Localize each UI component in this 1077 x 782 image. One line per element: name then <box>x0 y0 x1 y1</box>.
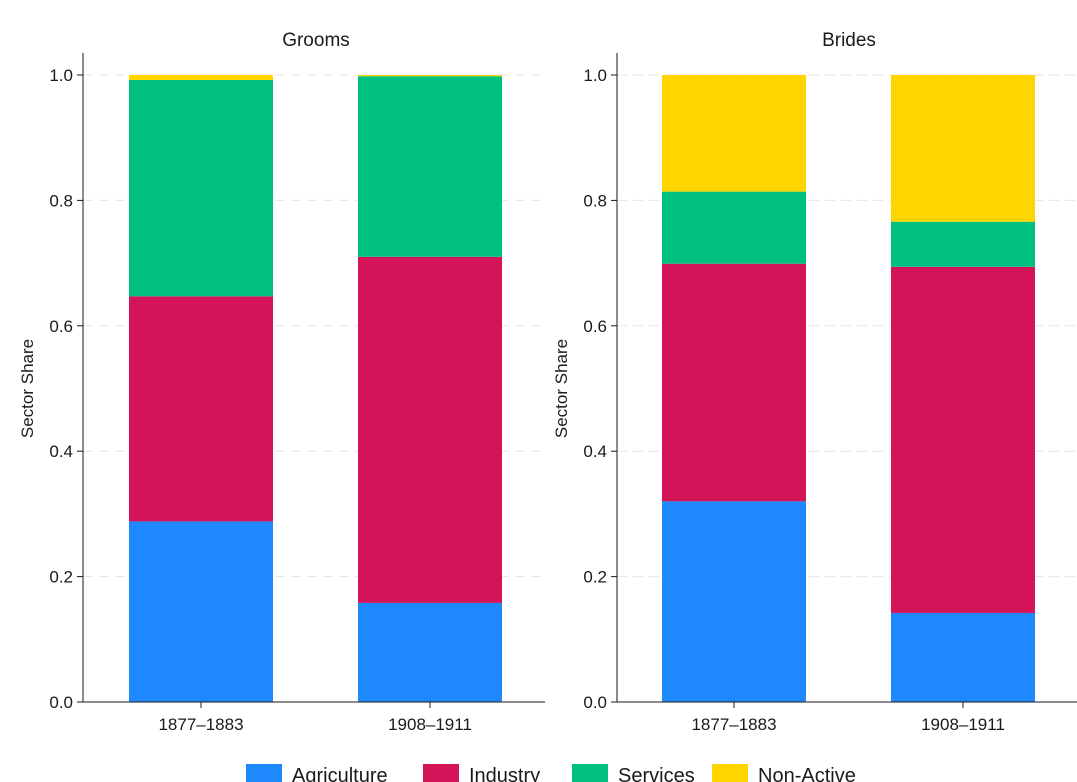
legend-label-agriculture: Agriculture <box>292 765 388 782</box>
panel-grooms-bar-services-0 <box>129 80 273 297</box>
panel-grooms-x-tick-label: 1877–1883 <box>158 715 243 734</box>
panel-brides-bar-non-active-1 <box>891 75 1035 222</box>
panel-grooms-bar-agriculture-1 <box>358 602 502 702</box>
legend-swatch-services <box>572 764 608 782</box>
panel-grooms-y-tick-label: 1.0 <box>49 66 73 85</box>
legend-label-non-active: Non-Active <box>758 765 856 782</box>
panel-brides-bar-services-1 <box>891 221 1035 267</box>
panel-brides-bar-agriculture-1 <box>891 612 1035 702</box>
panel-brides-title: Brides <box>822 30 876 51</box>
panel-grooms-y-tick-label: 0.2 <box>49 568 73 587</box>
panel-grooms-bar-services-1 <box>358 76 502 257</box>
panel-brides-y-tick-label: 0.4 <box>583 442 607 461</box>
panel-brides-y-tick-label: 1.0 <box>583 66 607 85</box>
panel-grooms-y-axis-label: Sector Share <box>18 339 37 438</box>
panel-grooms-bar-industry-1 <box>358 256 502 603</box>
panel-brides-y-tick-label: 0.0 <box>583 693 607 712</box>
panel-grooms-bar-non-active-1 <box>358 75 502 77</box>
panel-brides-x-tick-label: 1877–1883 <box>691 715 776 734</box>
panel-brides-bar-non-active-0 <box>662 75 806 192</box>
panel-brides-bar-services-0 <box>662 191 806 264</box>
panel-grooms-y-tick-label: 0.0 <box>49 693 73 712</box>
panel-grooms-bar-industry-0 <box>129 296 273 522</box>
panel-grooms-y-tick-label: 0.4 <box>49 442 73 461</box>
panel-brides-x-tick-label: 1908–1911 <box>921 715 1005 734</box>
panel-brides-y-tick-label: 0.2 <box>583 568 607 587</box>
legend-swatch-non-active <box>712 764 748 782</box>
legend-swatch-agriculture <box>246 764 282 782</box>
panel-grooms-bar-non-active-0 <box>129 75 273 81</box>
panel-brides-bar-industry-0 <box>662 263 806 502</box>
panel-brides-y-axis-label: Sector Share <box>552 339 571 438</box>
panel-grooms-bar-agriculture-0 <box>129 521 273 702</box>
legend-label-industry: Industry <box>469 765 540 782</box>
panel-grooms-y-tick-label: 0.8 <box>49 191 73 210</box>
panel-brides-y-tick-label: 0.8 <box>583 191 607 210</box>
panel-grooms-x-tick-label: 1908–1911 <box>388 715 472 734</box>
panel-grooms-y-tick-label: 0.6 <box>49 317 73 336</box>
panel-brides-bar-agriculture-0 <box>662 501 806 702</box>
panel-grooms-title: Grooms <box>282 30 350 51</box>
panel-brides-bar-industry-1 <box>891 266 1035 613</box>
legend-swatch-industry <box>423 764 459 782</box>
legend-label-services: Services <box>618 765 695 782</box>
panel-brides-y-tick-label: 0.6 <box>583 317 607 336</box>
